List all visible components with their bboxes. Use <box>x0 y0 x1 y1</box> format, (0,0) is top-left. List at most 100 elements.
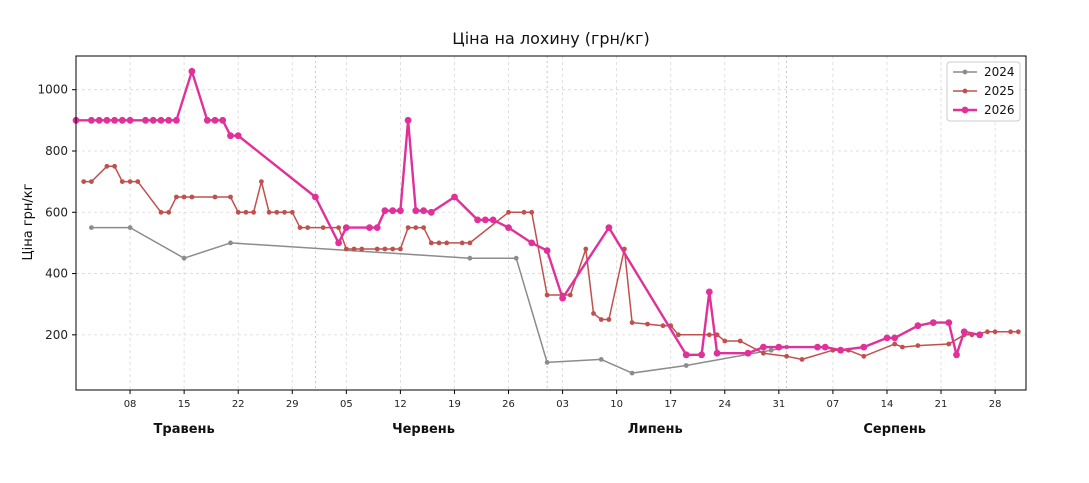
y-tick-label: 200 <box>45 328 68 342</box>
data-point-2025 <box>861 353 867 359</box>
data-point-2025 <box>521 209 527 215</box>
data-point-2025 <box>591 311 596 316</box>
data-point-2025 <box>390 246 396 252</box>
data-point-2026 <box>929 319 937 326</box>
x-tick-label: 21 <box>935 399 948 410</box>
data-point-2025 <box>266 209 272 215</box>
data-point-2025 <box>212 194 218 200</box>
x-tick-label: 10 <box>610 399 623 410</box>
data-point-2026 <box>88 116 95 124</box>
data-point-2026 <box>157 116 165 124</box>
data-point-2025 <box>398 246 403 252</box>
data-point-2026 <box>165 116 173 124</box>
data-point-2025 <box>606 317 612 322</box>
month-labels: Травень Червень Липень Серпень <box>154 422 927 437</box>
data-point-2025 <box>900 344 905 350</box>
data-point-2026 <box>605 224 613 232</box>
y-tick-label: 400 <box>45 267 68 281</box>
x-tick-label: 24 <box>718 399 731 410</box>
x-tick-label: 12 <box>394 399 407 410</box>
data-point-2026 <box>118 116 126 124</box>
data-point-2025 <box>915 343 921 348</box>
data-point-2025 <box>336 225 341 231</box>
data-point-2026 <box>976 331 984 339</box>
grid-layer <box>76 56 1026 390</box>
data-point-2026 <box>682 351 690 359</box>
data-point-2026 <box>883 334 891 342</box>
x-tick-label: 08 <box>124 399 137 410</box>
data-point-2025 <box>127 179 133 185</box>
data-point-2025 <box>529 209 535 215</box>
series-2026 <box>72 67 984 359</box>
x-tick-label: 05 <box>340 399 353 410</box>
data-point-2024 <box>598 357 604 362</box>
data-point-2024 <box>513 255 519 261</box>
data-point-2026 <box>814 343 821 351</box>
data-point-2026 <box>149 116 157 124</box>
data-point-2025 <box>251 209 256 215</box>
data-point-2026 <box>698 351 705 359</box>
data-point-2026 <box>412 207 420 215</box>
data-point-2026 <box>960 328 968 336</box>
y-tick-label: 1000 <box>37 83 68 97</box>
data-point-2025 <box>343 246 349 252</box>
x-tick-label: 22 <box>232 399 245 410</box>
data-point-2026 <box>559 294 566 302</box>
data-point-2025 <box>676 332 681 338</box>
data-point-2025 <box>645 321 650 327</box>
data-point-2025 <box>359 246 365 252</box>
series-line-2026 <box>76 70 980 356</box>
data-point-2025 <box>544 292 550 298</box>
data-point-2025 <box>413 225 419 231</box>
data-point-2025 <box>112 163 117 169</box>
data-point-2025 <box>158 209 164 215</box>
data-point-2026 <box>489 216 497 224</box>
legend-label-2025: 2025 <box>984 84 1015 98</box>
data-point-2025 <box>737 338 743 344</box>
data-point-2024 <box>181 255 187 261</box>
data-point-2025 <box>305 225 311 231</box>
data-point-2026 <box>505 224 512 232</box>
data-point-2026 <box>760 343 767 351</box>
chart-title: Ціна на лохину (грн/кг) <box>452 29 649 48</box>
data-point-2026 <box>95 116 103 124</box>
data-point-2025 <box>459 240 465 246</box>
data-point-2026 <box>945 319 953 326</box>
y-axis-label: Ціна грн/кг <box>21 183 36 260</box>
month-label: Червень <box>392 422 455 437</box>
data-point-2026 <box>312 193 319 201</box>
data-point-2026 <box>404 116 412 124</box>
series-2024 <box>89 225 789 376</box>
data-point-2026 <box>451 193 458 201</box>
x-tick-label: 31 <box>772 399 785 410</box>
x-tick-label: 07 <box>827 399 840 410</box>
data-point-2025 <box>351 246 357 252</box>
data-point-2026 <box>775 343 783 351</box>
data-point-2025 <box>243 209 249 215</box>
data-point-2024 <box>89 225 94 231</box>
data-point-2025 <box>598 317 604 322</box>
data-point-2025 <box>166 209 172 215</box>
data-point-2025 <box>722 338 728 344</box>
data-point-2025 <box>81 179 87 185</box>
data-point-2026 <box>821 343 829 351</box>
data-point-2026 <box>860 343 868 351</box>
data-point-2025 <box>761 350 766 356</box>
data-point-2025 <box>985 329 990 335</box>
data-point-2026 <box>234 132 242 140</box>
data-point-2026 <box>474 216 481 224</box>
month-separators <box>315 56 787 390</box>
data-point-2026 <box>188 67 196 75</box>
data-point-2026 <box>953 351 960 359</box>
month-label: Серпень <box>863 422 926 437</box>
plot-frame <box>75 55 1027 391</box>
data-point-2025 <box>629 320 635 325</box>
x-tick-label: 17 <box>664 399 677 410</box>
legend-marker-2026 <box>961 106 969 114</box>
month-label: Травень <box>154 422 215 437</box>
data-point-2026 <box>111 116 118 124</box>
data-point-2026 <box>381 207 389 215</box>
data-point-2026 <box>744 349 752 357</box>
